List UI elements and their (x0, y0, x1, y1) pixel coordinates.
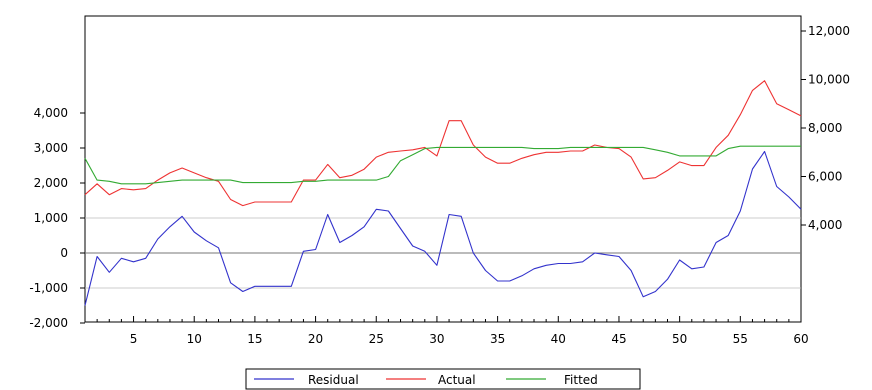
series-layer (85, 81, 801, 306)
right-tick-label: 8,000 (808, 121, 842, 135)
x-tick-label: 55 (733, 332, 748, 346)
x-tick-label: 5 (130, 332, 138, 346)
series-line-actual (85, 81, 801, 206)
x-tick-label: 30 (429, 332, 444, 346)
right-tick-label: 6,000 (808, 170, 842, 184)
legend-label-residual: Residual (308, 373, 359, 387)
series-line-fitted (85, 146, 801, 184)
x-tick-label: 25 (369, 332, 384, 346)
legend: Residual Actual Fitted (246, 369, 640, 389)
left-tick-label: -1,000 (29, 281, 68, 295)
x-tick-label: 45 (611, 332, 626, 346)
left-tick-label: 2,000 (34, 176, 68, 190)
right-tick-label: 12,000 (808, 24, 850, 38)
right-tick-label: 10,000 (808, 73, 850, 87)
left-tick-label: 4,000 (34, 106, 68, 120)
grid-layer (85, 218, 801, 288)
right-tick-label: 4,000 (808, 218, 842, 232)
series-line-residual (85, 152, 801, 306)
x-tick-label: 35 (490, 332, 505, 346)
x-tick-label: 40 (551, 332, 566, 346)
plot-frame (85, 16, 801, 322)
legend-label-fitted: Fitted (564, 373, 598, 387)
left-tick-label: 1,000 (34, 211, 68, 225)
x-tick-label: 10 (187, 332, 202, 346)
right-axis: 4,000 6,000 8,000 10,000 12,000 (801, 24, 850, 232)
x-tick-label: 60 (793, 332, 808, 346)
left-tick-label: 0 (60, 246, 68, 260)
left-tick-label: -2,000 (29, 316, 68, 330)
x-tick-label: 50 (672, 332, 687, 346)
legend-label-actual: Actual (438, 373, 476, 387)
left-axis: -2,000 -1,000 0 1,000 2,000 3,000 4,000 (29, 106, 85, 330)
x-tick-label: 15 (247, 332, 262, 346)
x-axis: 5 10 15 20 25 30 35 40 45 50 55 60 (85, 316, 809, 346)
x-tick-label: 20 (308, 332, 323, 346)
left-tick-label: 3,000 (34, 141, 68, 155)
